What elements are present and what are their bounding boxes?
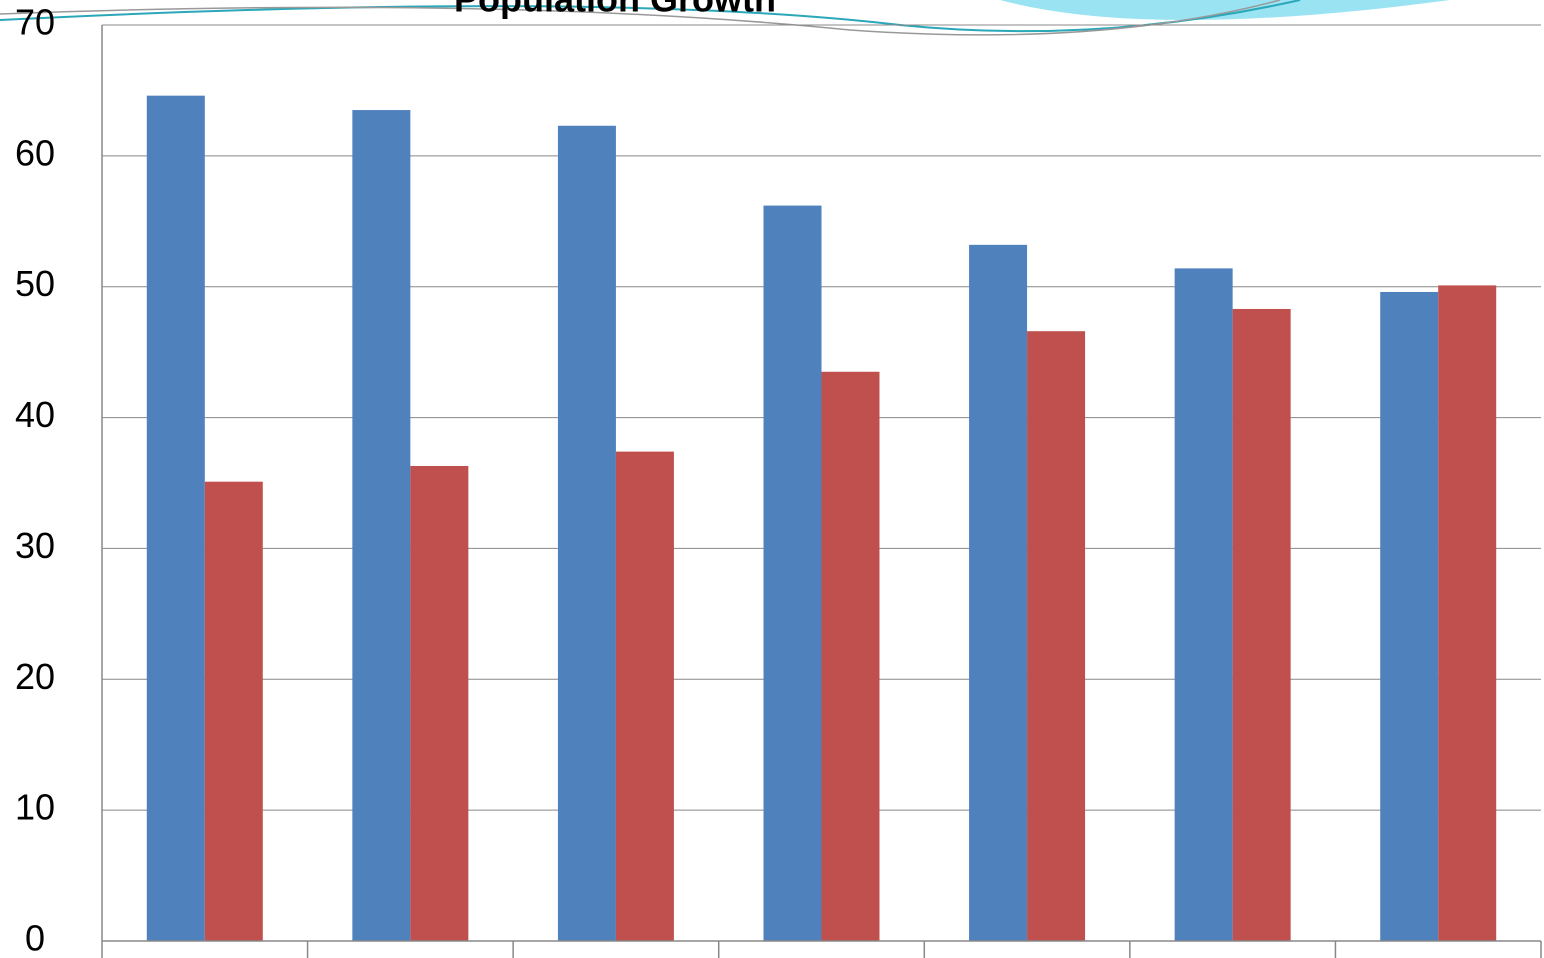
y-tick-label: 70 — [15, 2, 55, 43]
bar — [558, 126, 616, 941]
bar — [1027, 331, 1085, 941]
y-tick-label: 10 — [15, 787, 55, 828]
y-tick-label: 0 — [25, 918, 45, 958]
bar — [1175, 268, 1233, 941]
y-tick-label: 40 — [15, 394, 55, 435]
bar — [1380, 292, 1438, 941]
bar — [1233, 309, 1291, 941]
y-tick-label: 30 — [15, 525, 55, 566]
bar — [969, 245, 1027, 941]
page: Population Growth 010203040506070 (() =>… — [0, 0, 1544, 958]
bar — [822, 372, 880, 941]
bar — [616, 452, 674, 941]
y-tick-label: 60 — [15, 132, 55, 173]
bar — [147, 96, 205, 941]
y-tick-label: 20 — [15, 656, 55, 697]
bar — [352, 110, 410, 941]
bar — [764, 206, 822, 941]
bar — [1438, 285, 1496, 941]
bar — [205, 482, 263, 941]
bar — [410, 466, 468, 941]
y-tick-label: 50 — [15, 263, 55, 304]
chart: Population Growth 0 10 20 30 40 50 60 70 — [0, 0, 1544, 958]
chart-title: Population Growth — [454, 0, 776, 20]
